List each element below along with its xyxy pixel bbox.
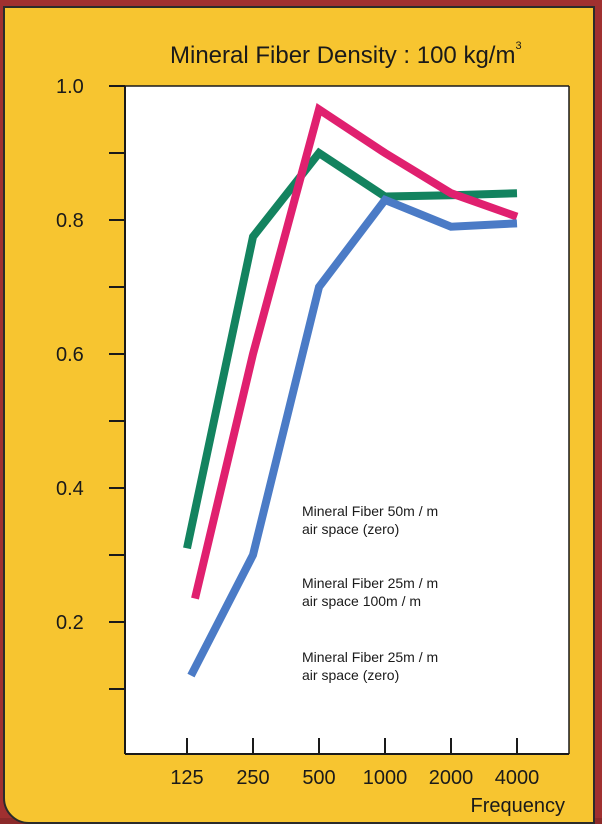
x-tick-label: 2000 — [429, 767, 474, 789]
ticks-group: 1.0 0.8 0.6 0.4 0.2 125 250 500 1000 2000 4000 — [56, 76, 539, 789]
y-tick-label: 0.6 — [56, 344, 84, 366]
legend-entry-line1: Mineral Fiber 25m / m — [302, 575, 438, 591]
chart-title: Mineral Fiber Density : 100 kg/m3 — [170, 40, 522, 70]
chart-title-main: Mineral Fiber Density : 100 kg/m — [170, 42, 516, 69]
legend-entry-line1: Mineral Fiber 50m / m — [302, 503, 438, 519]
x-tick-label: 125 — [170, 767, 203, 789]
y-tick-label: 1.0 — [56, 76, 84, 98]
y-tick-label: 0.8 — [56, 210, 84, 232]
chart-title-superscript: 3 — [515, 40, 522, 52]
series-lines-group — [183, 103, 519, 678]
legend-entry-line1: Mineral Fiber 25m / m — [302, 649, 438, 665]
x-tick-label: 1000 — [363, 767, 408, 789]
y-tick-label: 0.2 — [56, 612, 84, 634]
legend-entry-line2: air space (zero) — [302, 667, 399, 683]
legend-group: Mineral Fiber 50m / m air space (zero) Min… — [302, 503, 438, 683]
legend-entry-line2: air space 100m / m — [302, 593, 421, 609]
series-line — [187, 195, 518, 678]
legend-entry-line2: air space (zero) — [302, 521, 399, 537]
x-tick-label: 250 — [236, 767, 269, 789]
x-tick-label: 500 — [302, 767, 335, 789]
series-line — [191, 103, 519, 600]
x-tick-label: 4000 — [495, 767, 540, 789]
x-axis-label: Frequency — [471, 795, 566, 817]
y-tick-label: 0.4 — [56, 478, 84, 500]
